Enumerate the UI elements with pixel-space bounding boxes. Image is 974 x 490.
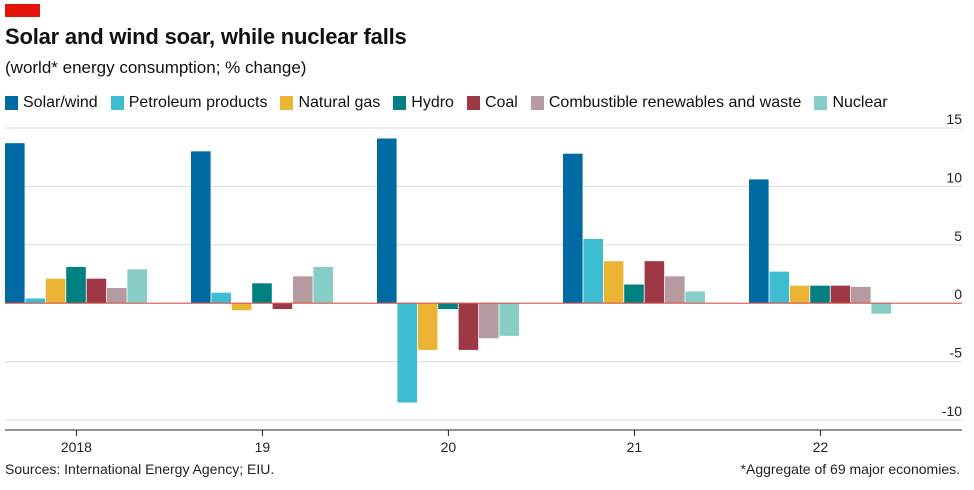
legend-swatch (280, 96, 294, 110)
y-tick-label: -10 (942, 403, 962, 419)
bar (563, 153, 583, 304)
brand-tag (5, 4, 40, 17)
bar (293, 276, 313, 304)
legend-label: Coal (484, 94, 518, 111)
y-tick-label: 0 (954, 286, 962, 302)
legend-label: Hydro (411, 94, 454, 111)
bar (458, 303, 479, 350)
legend-label: Combustible renewables and waste (548, 94, 802, 111)
bar (479, 303, 499, 339)
legend-label: Petroleum products (128, 94, 268, 111)
bar (191, 151, 211, 304)
bar (499, 303, 519, 336)
bar (45, 278, 66, 304)
y-tick-label: 5 (954, 228, 962, 244)
bar (789, 285, 810, 304)
bar (107, 288, 127, 304)
legend-swatch (5, 96, 18, 110)
bar (810, 285, 830, 304)
legend-item: Petroleum products (110, 94, 268, 112)
bar (583, 238, 603, 304)
bar (252, 283, 272, 304)
legend-swatch (393, 96, 407, 110)
bar (231, 303, 252, 311)
bar (665, 276, 685, 304)
sources-note: Sources: International Energy Agency; EI… (5, 461, 275, 477)
legend-label: Natural gas (298, 94, 381, 111)
legend-item: Nuclear (814, 94, 888, 112)
x-tick-label: 2018 (61, 439, 92, 455)
x-tick-label: 19 (255, 439, 271, 455)
bar (313, 266, 333, 304)
bar (603, 261, 624, 304)
bar (624, 284, 644, 304)
legend-swatch (814, 96, 828, 110)
x-tick-label: 21 (627, 439, 643, 455)
bar (127, 269, 147, 304)
bar (644, 261, 665, 304)
bar (685, 291, 705, 304)
y-tick-label: -5 (950, 345, 963, 361)
chart-subtitle: (world* energy consumption; % change) (5, 58, 307, 77)
bar (871, 303, 891, 314)
chart-title: Solar and wind soar, while nuclear falls (5, 24, 407, 49)
legend-swatch (530, 96, 544, 110)
x-tick-label: 22 (813, 439, 829, 455)
x-tick-label: 20 (441, 439, 457, 455)
bar (749, 179, 769, 304)
legend-swatch (110, 96, 124, 110)
y-tick-label: 10 (946, 169, 962, 185)
bar (272, 303, 293, 310)
legend-item: Coal (466, 94, 518, 112)
chart-legend: Solar/wind Petroleum products Natural gas H… (5, 94, 901, 112)
legend-item: Hydro (393, 94, 454, 112)
bar (851, 286, 871, 304)
y-tick-label: 15 (946, 111, 962, 127)
legend-item: Solar/wind (5, 94, 98, 112)
bar (86, 278, 107, 304)
bar (830, 285, 851, 304)
legend-item: Combustible renewables and waste (530, 94, 802, 112)
legend-swatch (466, 96, 480, 110)
legend-label: Solar/wind (23, 94, 98, 111)
bar (769, 271, 789, 304)
legend-label: Nuclear (832, 94, 888, 111)
bar (211, 292, 231, 304)
bar (397, 303, 417, 403)
bar (25, 298, 45, 304)
legend-item: Natural gas (280, 94, 380, 112)
bar (377, 138, 397, 304)
bar (438, 303, 458, 310)
footnote: *Aggregate of 69 major economies. (740, 461, 960, 477)
bar (66, 266, 86, 304)
bar (417, 303, 438, 350)
bar (5, 143, 25, 304)
